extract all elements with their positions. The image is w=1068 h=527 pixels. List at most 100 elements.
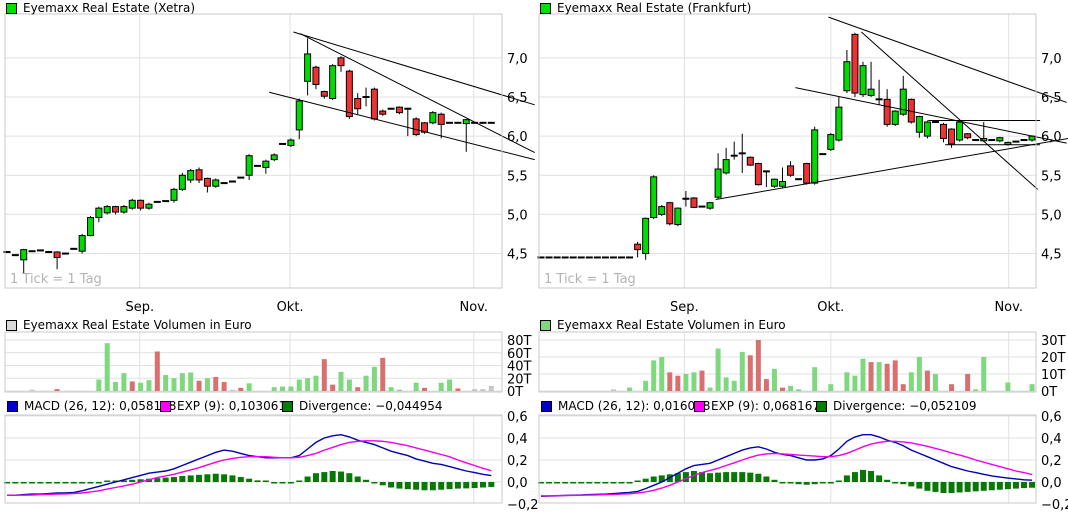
divergence-bar [237, 477, 244, 482]
volume-plot-area[interactable] [538, 331, 1037, 393]
volume-bar [346, 379, 352, 391]
divergence-bar [731, 472, 738, 482]
volume-bar [113, 382, 119, 391]
volume-plot-area[interactable] [4, 331, 503, 393]
trend-line [828, 16, 1067, 103]
divergence-bar [843, 475, 850, 482]
price-plot-area[interactable] [4, 13, 503, 289]
divergence-bar [618, 482, 625, 484]
candle-body [354, 98, 362, 110]
divergence-icon [816, 400, 827, 412]
tick-dash [593, 256, 601, 259]
divergence-bar [196, 474, 203, 482]
candle-body [245, 155, 253, 176]
trend-line [795, 87, 1067, 144]
divergence-bar [304, 476, 311, 482]
candle-body [304, 53, 312, 82]
divergence-bar [45, 482, 52, 484]
divergence-bar [707, 473, 714, 482]
tick-dash [819, 153, 827, 156]
y-axis-label: 0,4 [1041, 432, 1062, 447]
candle-body [287, 139, 295, 147]
volume-bar [229, 389, 235, 391]
candle-body [112, 206, 120, 213]
macd-label: MACD (26, 12): 0,058108 [24, 399, 177, 413]
volume-bar [627, 387, 633, 391]
tick-dash [626, 256, 634, 259]
x-axis-label: Okt. [277, 300, 304, 315]
divergence-bar [279, 482, 286, 484]
candle-body [690, 197, 698, 208]
y-axis-label: 20T [1041, 351, 1066, 366]
volume-bar [755, 340, 761, 391]
volume-bar [860, 358, 866, 391]
y-axis-label: −0,2 [1041, 498, 1068, 513]
macd-label: MACD (26, 12): 0,016058 [558, 399, 711, 413]
trend-line [861, 31, 1039, 190]
volume-series-icon [6, 319, 17, 331]
tick-dash [1020, 139, 1028, 142]
tick-dash [988, 139, 996, 142]
divergence-bar [271, 482, 278, 484]
tick-dash [70, 247, 78, 250]
divergence-bar [95, 482, 102, 484]
divergence-bar [835, 480, 842, 482]
candle-body [666, 202, 674, 225]
divergence-bar [682, 472, 689, 482]
divergence-bar [87, 482, 94, 484]
divergence-bar [254, 480, 261, 482]
tick-dash [454, 121, 462, 124]
y-axis-label: 60T [507, 347, 532, 362]
candle-body [78, 235, 86, 252]
divergence-bar [54, 482, 61, 484]
divergence-bar [471, 482, 478, 489]
volume-bar [246, 383, 252, 391]
divergence-icon [282, 400, 293, 412]
y-axis-label: 10T [1041, 368, 1066, 383]
candle-body [128, 199, 136, 209]
candle-body [634, 243, 642, 251]
tick-dash [362, 95, 370, 98]
volume-bar [54, 389, 60, 391]
divergence-bar [650, 476, 657, 482]
candle-body [996, 137, 1004, 142]
volume-bar [723, 377, 729, 391]
volume-bar [932, 374, 938, 391]
divergence-bar [287, 482, 294, 484]
volume-bar [271, 387, 277, 391]
candle-body [915, 116, 923, 133]
candle-body [851, 33, 859, 94]
macd-legend-item: MACD (26, 12): 0,058108 [7, 399, 176, 413]
volume-bar [238, 387, 244, 391]
price-plot-area[interactable] [538, 13, 1037, 289]
volume-bar [330, 384, 336, 391]
y-axis-label: 0,6 [1041, 410, 1062, 425]
divergence-bar [112, 480, 119, 482]
divergence-bar [900, 482, 907, 485]
divergence-bar [827, 482, 834, 484]
divergence-bar [642, 478, 649, 482]
exp-label: EXP (9): 0,103061 [177, 399, 286, 413]
volume-bar [731, 380, 737, 391]
volume-bar [780, 387, 785, 391]
divergence-bar [12, 482, 19, 484]
divergence-bar [1012, 482, 1019, 489]
volume-bar [683, 374, 689, 391]
candle-body [421, 122, 428, 133]
candle-body [923, 121, 931, 137]
candle-body [956, 121, 964, 141]
divergence-bar [739, 472, 746, 482]
volume-chart-title-row-right: Eyemaxx Real Estate Volumen in Euro [540, 318, 786, 332]
divergence-bar [980, 482, 987, 491]
y-axis-label: 0T [507, 385, 523, 400]
volume-bar [852, 375, 858, 391]
volume-title: Eyemaxx Real Estate Volumen in Euro [23, 318, 252, 332]
macd-plot-area[interactable] [538, 414, 1037, 504]
candle-body [262, 160, 270, 168]
candle-body [345, 70, 353, 118]
divergence-bar [171, 477, 177, 482]
volume-bar [121, 373, 127, 391]
candle-body [1004, 141, 1012, 145]
macd-plot-area[interactable] [4, 414, 503, 504]
